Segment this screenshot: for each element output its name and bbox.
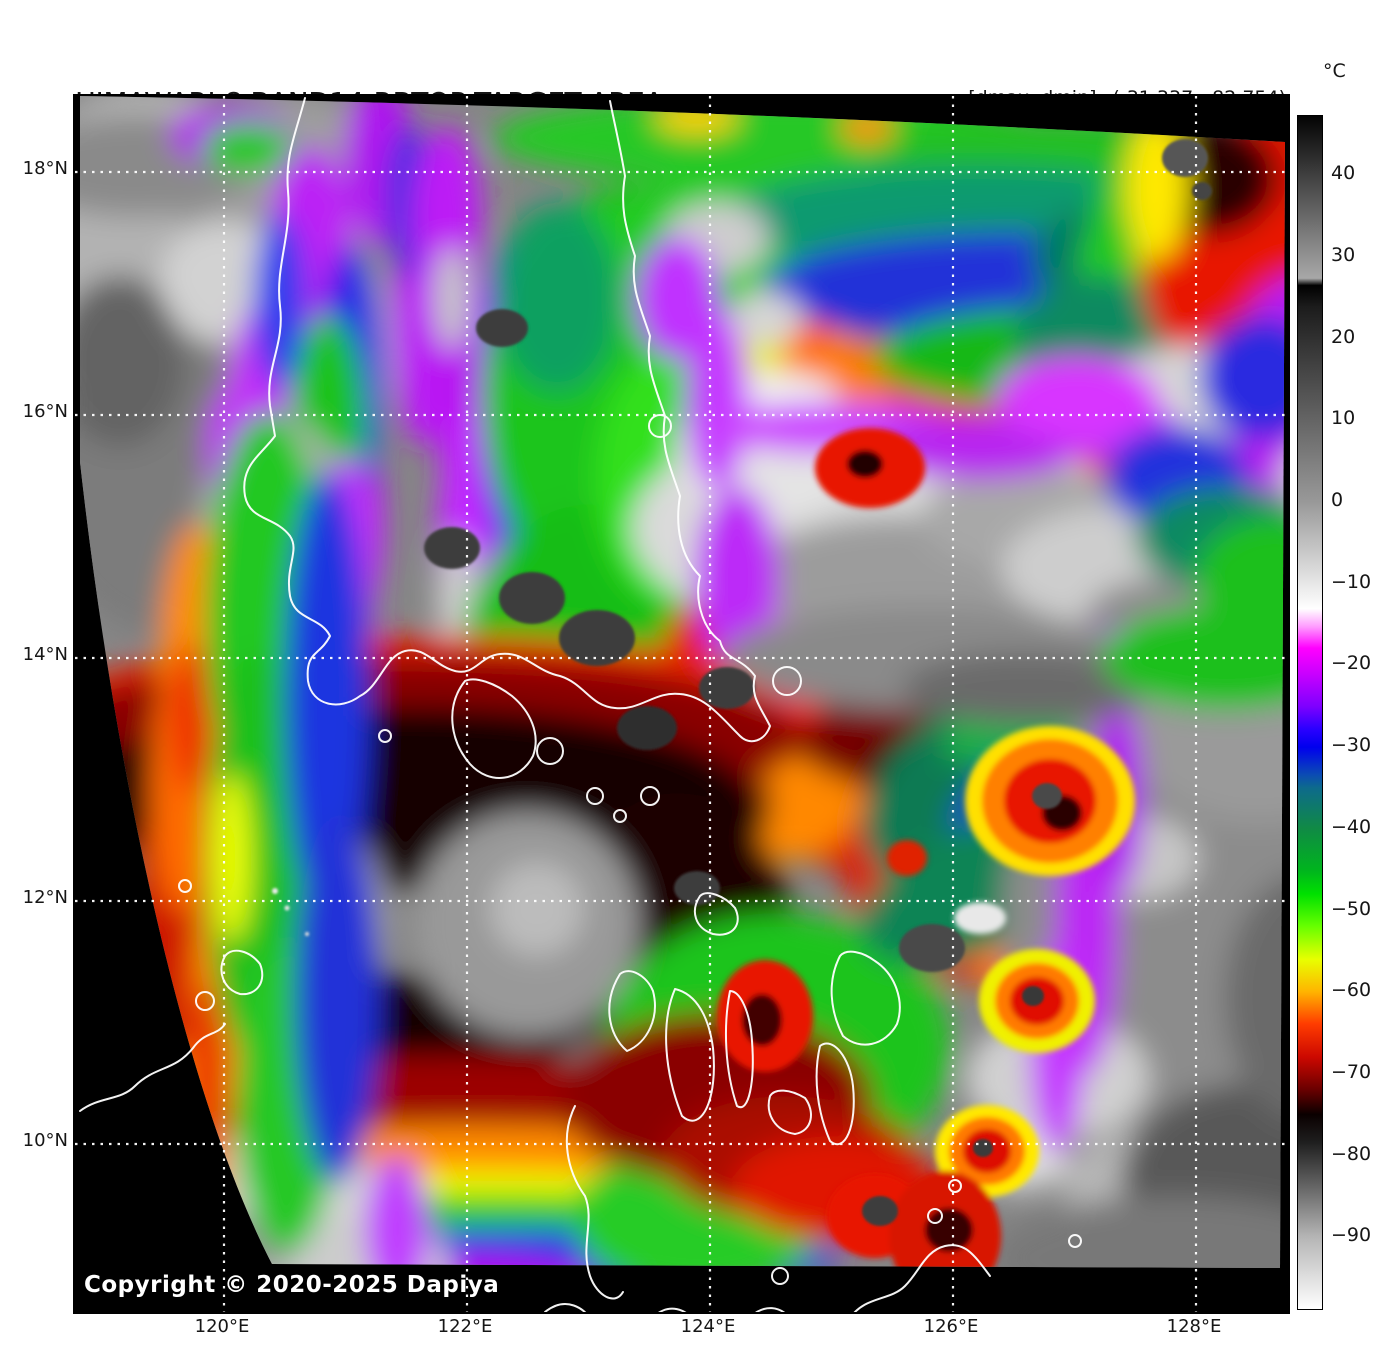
lat-tick-18n: 18°N	[22, 158, 68, 179]
coastline-panay	[608, 970, 656, 1052]
lon-tick-124e: 124°E	[680, 1316, 736, 1337]
cloud-field-large	[80, 96, 1285, 1268]
satellite-imagery	[80, 96, 1285, 1268]
island-surigao-1	[927, 1208, 943, 1224]
island-catanduanes	[772, 666, 802, 696]
copyright-label: Copyright © 2020-2025 Dapiya	[84, 1272, 500, 1298]
coastline-masbate	[693, 892, 739, 936]
islet-dinagat	[1068, 1234, 1082, 1248]
colorbar-tick--40: −40	[1331, 815, 1372, 838]
colorbar-tick--70: −70	[1331, 1060, 1372, 1083]
island-romblon	[613, 809, 627, 823]
coastline-leyte	[815, 1042, 855, 1146]
coastline-mindoro	[451, 678, 537, 779]
overshooting-tops	[272, 139, 1212, 1226]
coastline-south-negros	[565, 1105, 624, 1300]
lon-tick-126e: 126°E	[923, 1316, 979, 1337]
islet-west	[178, 879, 192, 893]
colorbar-tick--60: −60	[1331, 979, 1372, 1002]
island-polillo	[648, 414, 672, 438]
lat-tick-16n: 16°N	[22, 401, 68, 422]
colorbar-tick-40: 40	[1331, 162, 1356, 185]
coastline-negros	[665, 988, 715, 1122]
colorbar-tick--10: −10	[1331, 570, 1372, 593]
graticule	[75, 96, 1288, 1312]
lon-tick-120e: 120°E	[194, 1316, 250, 1337]
coastline-palawan	[79, 1023, 226, 1112]
coastline-samar	[830, 950, 901, 1046]
island-marinduque	[536, 737, 564, 765]
island-surigao-2	[948, 1179, 962, 1193]
coastline-mindanao	[544, 1244, 991, 1312]
lat-tick-14n: 14°N	[22, 644, 68, 665]
temperature-colorbar	[1297, 115, 1323, 1310]
coastline-bohol	[767, 1089, 812, 1135]
colorbar-tick-20: 20	[1331, 325, 1356, 348]
coastlines	[79, 97, 1082, 1312]
colorbar-tick--50: −50	[1331, 897, 1372, 920]
colorbar-tick--80: −80	[1331, 1142, 1372, 1165]
lon-tick-122e: 122°E	[437, 1316, 493, 1337]
satellite-map	[75, 96, 1288, 1312]
island-sibuyan	[640, 786, 660, 806]
lat-tick-10n: 10°N	[22, 1130, 68, 1151]
coastline-luzon	[243, 97, 771, 743]
coastline-cebu	[724, 990, 754, 1109]
colorbar-tick--20: −20	[1331, 652, 1372, 675]
satellite-map-panel[interactable]	[73, 94, 1290, 1314]
colorbar-tick-30: 30	[1331, 243, 1356, 266]
colorbar-tick--30: −30	[1331, 734, 1372, 757]
island-busuanga	[220, 949, 264, 996]
lat-tick-12n: 12°N	[22, 887, 68, 908]
lon-tick-128e: 128°E	[1166, 1316, 1222, 1337]
colorbar-tick--90: −90	[1331, 1224, 1372, 1247]
island-tablas	[586, 787, 604, 805]
island-camiguin	[771, 1267, 789, 1285]
island-culion	[195, 991, 215, 1011]
island-lubang	[378, 729, 392, 743]
colorbar-tick-0: 0	[1331, 489, 1344, 511]
colorbar-tick-10: 10	[1331, 407, 1356, 430]
colorbar-unit-label: °C	[1323, 60, 1346, 82]
